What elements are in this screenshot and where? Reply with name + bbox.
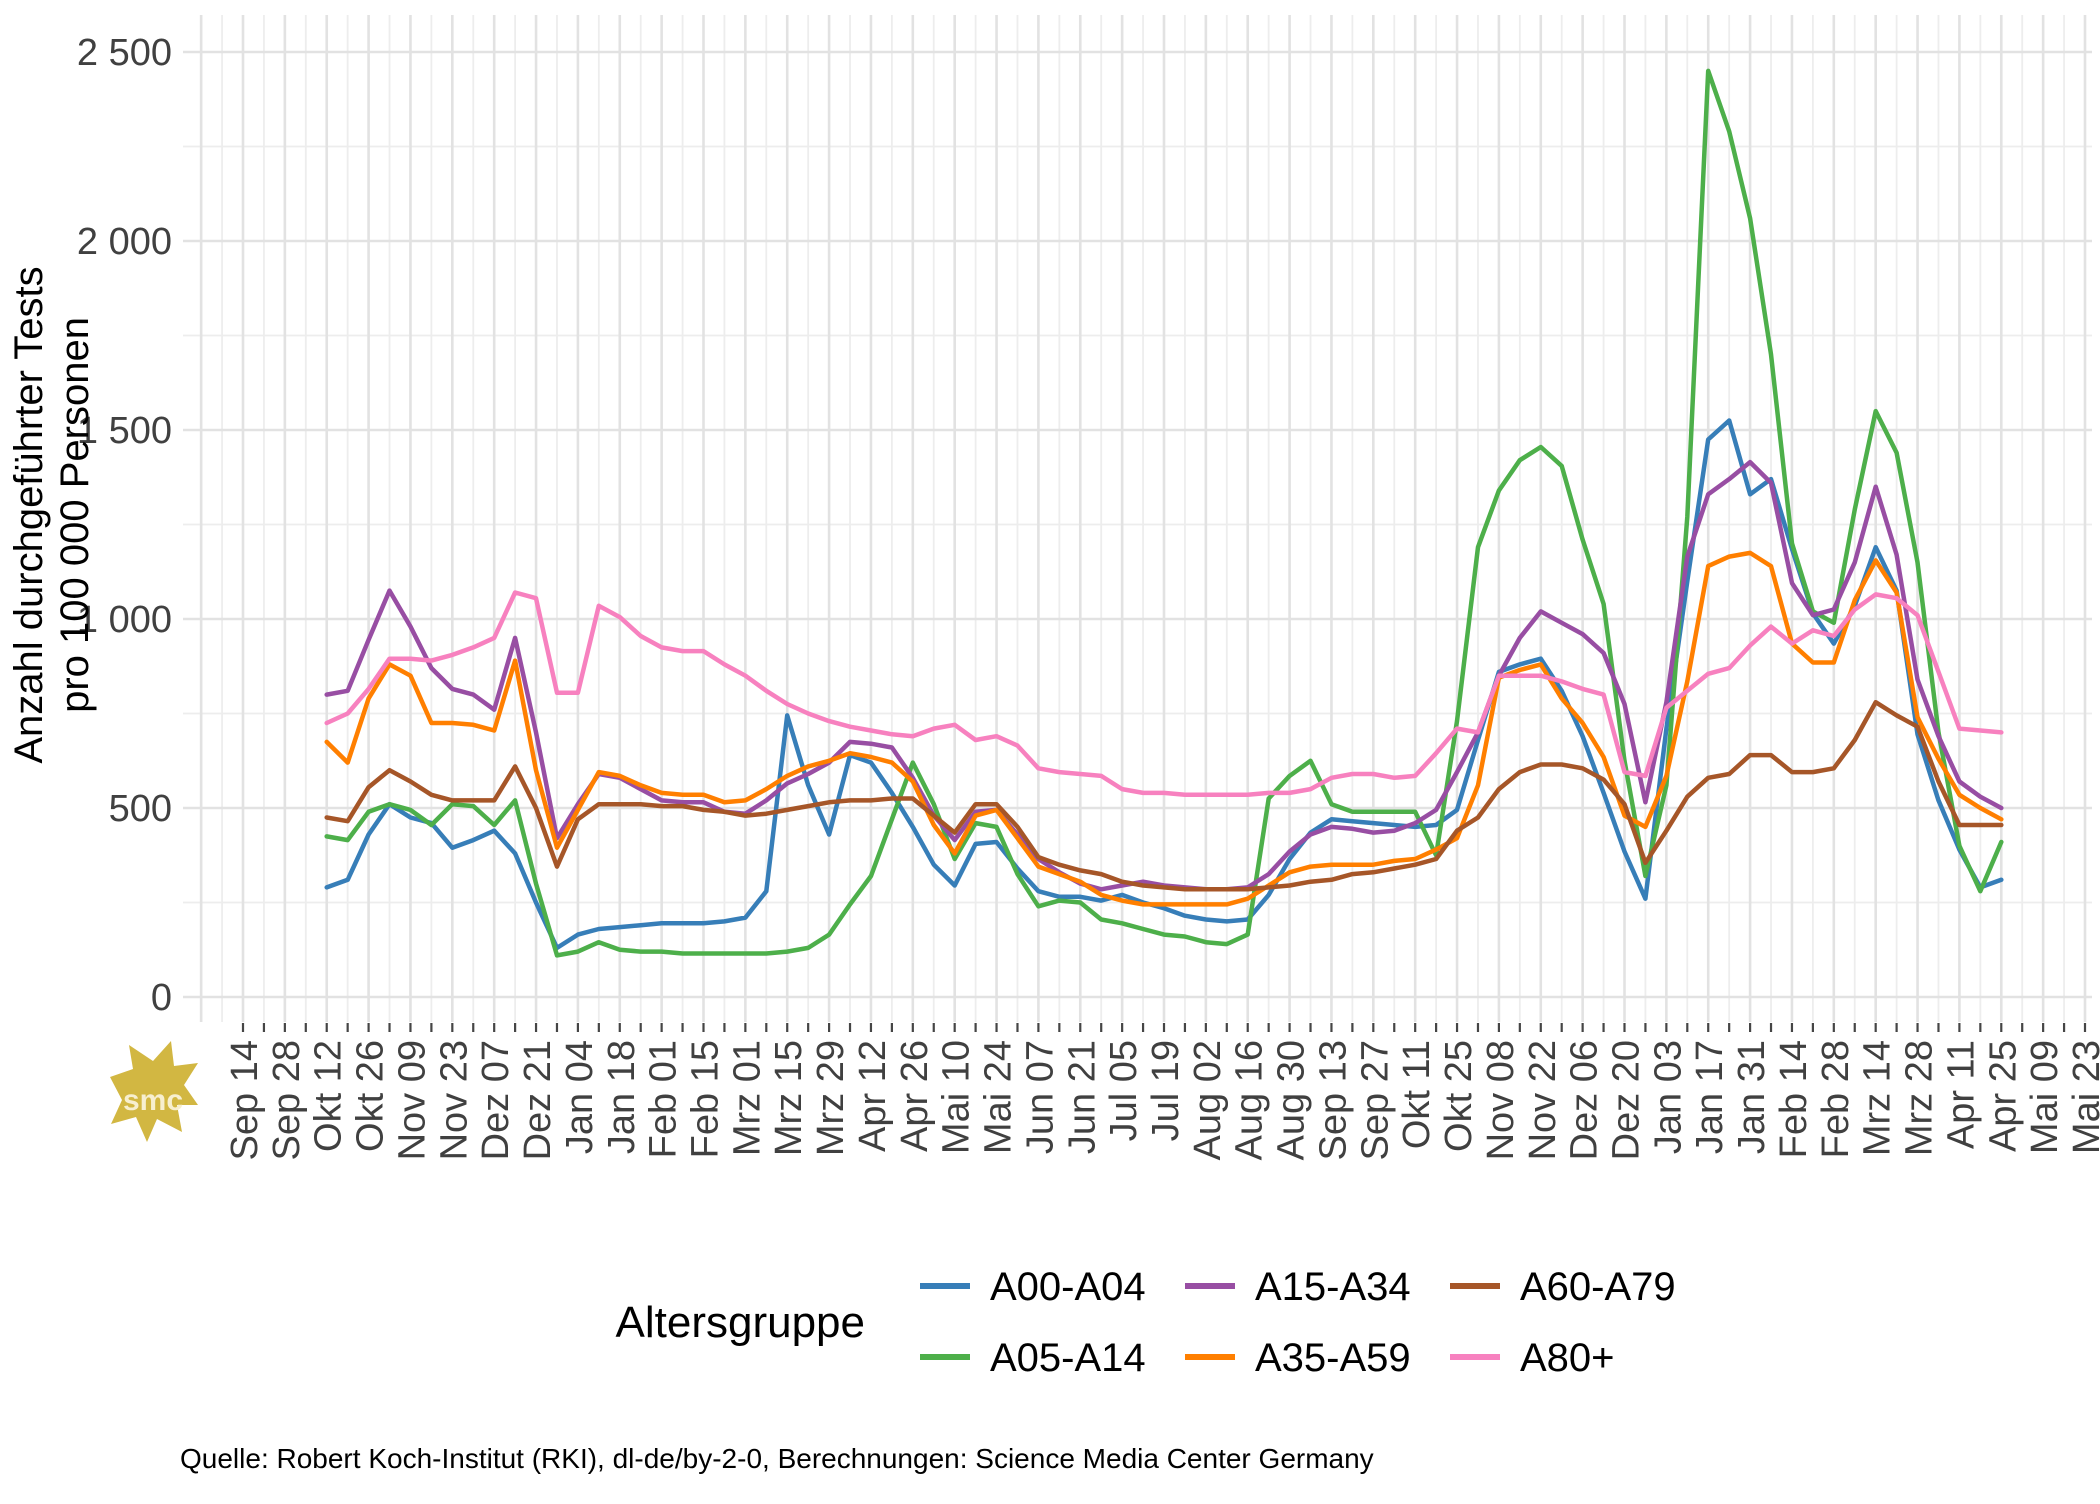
gridlines-minor xyxy=(183,15,2092,1022)
y-axis-label: 2 500 xyxy=(77,32,172,74)
legend-label-A05-A14: A05-A14 xyxy=(990,1336,1146,1380)
x-axis-label: Apr 12 xyxy=(852,1040,894,1152)
x-axis-label: Feb 01 xyxy=(643,1040,685,1158)
x-axis-label: Okt 26 xyxy=(350,1040,392,1152)
x-axis-label: Okt 11 xyxy=(1396,1040,1438,1149)
x-axis-label: Dez 06 xyxy=(1564,1040,1606,1160)
x-axis-label: Feb 28 xyxy=(1815,1040,1857,1158)
legend-label-A80+: A80+ xyxy=(1520,1336,1615,1380)
series-line-A60-A79 xyxy=(324,699,2004,892)
y-axis-label: 2 000 xyxy=(77,221,172,263)
x-axis-label: Jun 07 xyxy=(1019,1040,1061,1154)
x-axis-label: Okt 12 xyxy=(308,1040,350,1152)
x-axis-label: Dez 20 xyxy=(1606,1040,1648,1160)
y-axis-labels: 0 500 1 000 1 500 2 000 2 500 xyxy=(77,32,172,1019)
x-axis-label: Jun 21 xyxy=(1061,1040,1103,1154)
legend-items: A00-A04 A05-A14 A15-A34 A35-A59 A60-A79 A80+ xyxy=(920,1265,1676,1380)
x-axis-label: Mrz 28 xyxy=(1899,1040,1941,1156)
y-axis-title: Anzahl durchgeführter Tests pro 100 000 … xyxy=(7,266,97,763)
x-axis-label: Mrz 01 xyxy=(726,1040,768,1156)
smc-logo-text: smc xyxy=(123,1084,183,1117)
x-axis-ticks xyxy=(241,1023,2087,1032)
x-axis-label: Dez 21 xyxy=(517,1040,559,1160)
x-axis-label: Sep 14 xyxy=(224,1040,266,1160)
x-axis-label: Apr 11 xyxy=(1940,1040,1982,1149)
x-axis-label: Aug 02 xyxy=(1187,1040,1229,1160)
y-axis-label: 1 500 xyxy=(77,410,172,452)
x-axis-label: Jan 03 xyxy=(1647,1040,1689,1154)
y-axis-title-line1: Anzahl durchgeführter Tests xyxy=(7,266,51,763)
gridlines-major xyxy=(183,15,2092,1022)
x-axis-label: Mrz 29 xyxy=(810,1040,852,1156)
x-axis-label: Feb 15 xyxy=(685,1040,727,1158)
x-axis-label: Mrz 15 xyxy=(768,1040,810,1156)
x-axis-label: Jul 05 xyxy=(1103,1040,1145,1141)
x-axis-labels: Sep 14 Sep 28 Okt 12 Okt 26 Nov 09 Nov 23 Dez … xyxy=(224,1040,2100,1160)
x-axis-label: Apr 25 xyxy=(1982,1040,2024,1152)
x-axis-label: Jan 04 xyxy=(559,1040,601,1154)
legend-label-A60-A79: A60-A79 xyxy=(1520,1265,1676,1309)
x-axis-label: Okt 25 xyxy=(1438,1040,1480,1152)
x-axis-label: Aug 16 xyxy=(1229,1040,1271,1160)
x-axis-label: Jul 19 xyxy=(1145,1040,1187,1141)
x-axis-label: Nov 08 xyxy=(1480,1040,1522,1160)
legend-label-A15-A34: A15-A34 xyxy=(1255,1265,1411,1309)
x-axis-label: Mai 09 xyxy=(2024,1040,2066,1154)
x-axis-label: Aug 30 xyxy=(1271,1040,1313,1160)
x-axis-label: Mrz 14 xyxy=(1857,1040,1899,1156)
x-axis-label: Dez 07 xyxy=(475,1040,517,1160)
source-caption: Quelle: Robert Koch-Institut (RKI), dl-d… xyxy=(180,1443,1374,1474)
y-axis-label: 1 000 xyxy=(77,599,172,641)
legend-label-A35-A59: A35-A59 xyxy=(1255,1336,1411,1380)
y-axis-label: 0 xyxy=(151,977,172,1019)
y-axis-label: 500 xyxy=(109,788,172,830)
x-axis-label: Nov 09 xyxy=(392,1040,434,1160)
smc-logo-shape xyxy=(110,1041,198,1142)
x-axis-label: Apr 26 xyxy=(894,1040,936,1152)
x-axis-label: Sep 28 xyxy=(266,1040,308,1160)
x-axis-label: Mai 24 xyxy=(978,1040,1020,1154)
x-axis-label: Sep 13 xyxy=(1313,1040,1355,1160)
x-axis-label: Feb 14 xyxy=(1773,1040,1815,1158)
x-axis-label: Mai 23 xyxy=(2066,1040,2100,1154)
legend-label-A00-A04: A00-A04 xyxy=(990,1265,1146,1309)
x-axis-label: Nov 22 xyxy=(1522,1040,1564,1160)
series-line-A35-A59 xyxy=(324,550,2004,907)
x-axis-label: Jan 18 xyxy=(601,1040,643,1154)
y-axis-title-line2: pro 100 000 Personen xyxy=(53,317,97,713)
x-axis-label: Jan 17 xyxy=(1689,1040,1731,1154)
x-axis-label: Sep 27 xyxy=(1354,1040,1396,1160)
legend: Altersgruppe A00-A04 A05-A14 A15-A34 A35-A5… xyxy=(616,1265,1676,1380)
legend-title: Altersgruppe xyxy=(616,1298,865,1347)
series-line-A00-A04 xyxy=(324,418,2004,951)
series-line-A80+ xyxy=(324,590,2004,798)
series-lines xyxy=(324,68,2004,958)
smc-logo: smc xyxy=(110,1041,198,1142)
x-axis-label: Mai 10 xyxy=(936,1040,978,1154)
series-line-A05-A14 xyxy=(324,68,2004,958)
x-axis-label: Nov 23 xyxy=(433,1040,475,1160)
x-axis-label: Jan 31 xyxy=(1731,1040,1773,1154)
